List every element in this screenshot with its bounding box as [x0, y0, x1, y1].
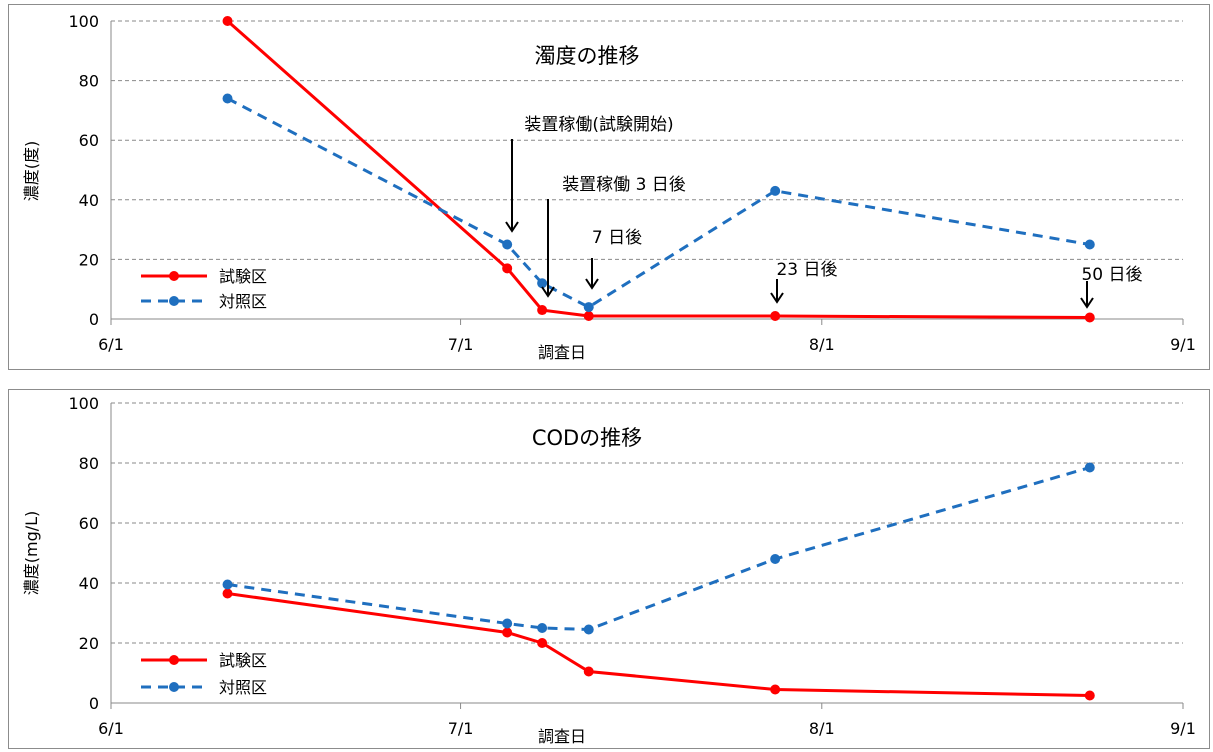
cod-data-point-test-area — [222, 588, 233, 599]
cod-y-tick-label: 0 — [89, 694, 99, 713]
turbidity-x-tick-label: 6/1 — [98, 335, 124, 354]
turbidity-data-point-test-area — [502, 263, 513, 274]
cod-data-point-test-area — [583, 666, 594, 677]
cod-chart-title: CODの推移 — [532, 426, 642, 450]
cod-data-point-control-area — [770, 554, 781, 564]
turbidity-y-tick-label: 80 — [79, 72, 99, 91]
cod-data-point-control-area — [502, 618, 513, 629]
turbidity-data-point-control-area — [583, 302, 594, 313]
cod-series-line-control-area — [227, 466, 1091, 632]
turbidity-data-point-control-area — [222, 93, 233, 104]
turbidity-annotation-label: 装置稼働 3 日後 — [562, 175, 686, 195]
turbidity-chart-title: 濁度の推移 — [535, 44, 640, 68]
turbidity-x-tick-label: 7/1 — [448, 335, 474, 354]
turbidity-data-point-test-area — [583, 311, 594, 322]
cod-chart-panel: 0 20 40 60 80 100 6/1 7/1 8/1 9/1 試験区対照区 CODの推移調査日 濃… — [8, 389, 1210, 749]
cod-legend-label-control-area: 対照区 — [219, 678, 267, 697]
turbidity-data-point-test-area — [770, 311, 781, 322]
turbidity-annotation-arrow-head — [585, 278, 599, 290]
turbidity-data-point-control-area — [537, 278, 548, 289]
cod-data-point-test-area — [502, 627, 513, 638]
cod-legend-marker-control-area — [169, 682, 179, 692]
cod-data-point-control-area — [583, 624, 594, 635]
cod-y-tick-label: 100 — [68, 394, 99, 413]
cod-legend-marker-test-area — [169, 655, 179, 665]
cod-data-point-test-area — [1084, 690, 1095, 701]
turbidity-y-tick-label: 100 — [68, 12, 99, 31]
turbidity-y-tick-label: 20 — [79, 250, 99, 269]
turbidity-data-point-control-area — [1084, 239, 1095, 250]
cod-data-point-test-area — [537, 638, 548, 648]
turbidity-data-point-test-area — [222, 16, 233, 26]
cod-data-point-control-area — [537, 623, 548, 633]
cod-data-point-control-area — [1084, 462, 1095, 473]
turbidity-series-line-test-area — [226, 19, 1090, 320]
turbidity-data-point-test-area — [1084, 312, 1095, 323]
turbidity-annotation-arrow-head — [505, 221, 519, 233]
turbidity-y-tick-label: 60 — [79, 131, 99, 150]
turbidity-legend-marker-control-area — [169, 296, 179, 306]
cod-x-tick-label: 6/1 — [98, 719, 124, 738]
turbidity-data-point-control-area — [502, 239, 513, 250]
turbidity-data-point-test-area — [537, 305, 548, 316]
turbidity-data-point-control-area — [770, 185, 781, 196]
turbidity-x-tick-label: 8/1 — [809, 335, 835, 354]
turbidity-annotation-label: 23 日後 — [776, 260, 837, 280]
cod-x-tick-label: 7/1 — [448, 719, 474, 738]
cod-legend-label-test-area: 試験区 — [219, 651, 267, 670]
turbidity-y-tick-label: 40 — [79, 191, 99, 210]
turbidity-annotation-arrow-head — [770, 292, 784, 304]
cod-x-axis-label: 調査日 — [538, 727, 586, 746]
turbidity-annotation-label: 装置稼働(試験開始) — [524, 115, 673, 135]
turbidity-y-axis-label: 濃度(度) — [22, 141, 41, 202]
cod-x-tick-label: 9/1 — [1170, 719, 1196, 738]
turbidity-chart-panel: 0 20 40 60 80 100 6/1 7/1 8/1 9/1 試験区対照区 濁度の推移調査日 濃度… — [8, 4, 1210, 370]
cod-y-tick-label: 60 — [79, 514, 99, 533]
cod-y-tick-label: 20 — [79, 634, 99, 653]
cod-data-point-test-area — [770, 684, 781, 695]
turbidity-annotation-arrow-head — [541, 286, 555, 298]
cod-y-tick-label: 80 — [79, 454, 99, 473]
cod-data-point-control-area — [222, 579, 233, 590]
cod-x-tick-label: 8/1 — [809, 719, 835, 738]
turbidity-x-tick-label: 9/1 — [1170, 335, 1196, 354]
turbidity-legend-label-test-area: 試験区 — [219, 267, 267, 286]
turbidity-x-axis-label: 調査日 — [538, 343, 586, 362]
turbidity-annotation-label: 50 日後 — [1081, 265, 1142, 285]
cod-y-tick-label: 40 — [79, 574, 99, 593]
cod-series-line-test-area — [227, 592, 1090, 697]
turbidity-series-line-control-area — [226, 97, 1091, 309]
turbidity-y-tick-label: 0 — [89, 310, 99, 329]
turbidity-annotation-arrow-head — [1080, 297, 1094, 309]
cod-y-axis-label: 濃度(mg/L) — [22, 511, 41, 596]
turbidity-legend-marker-test-area — [169, 271, 179, 281]
turbidity-annotation-label: 7 日後 — [592, 228, 642, 248]
turbidity-legend-label-control-area: 対照区 — [219, 292, 267, 311]
